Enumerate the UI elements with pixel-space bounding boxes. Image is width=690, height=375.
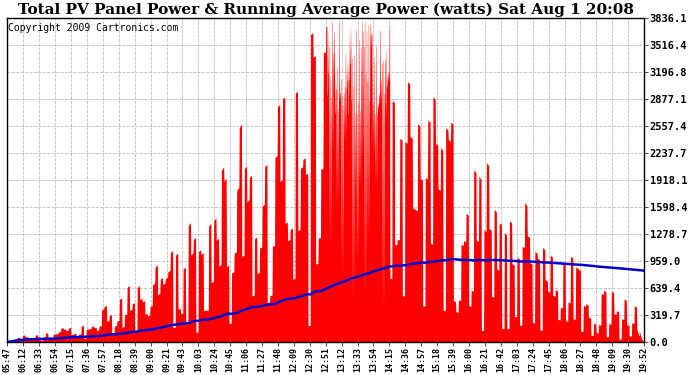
Title: Total PV Panel Power & Running Average Power (watts) Sat Aug 1 20:08: Total PV Panel Power & Running Average P… [18, 3, 633, 17]
Text: Copyright 2009 Cartronics.com: Copyright 2009 Cartronics.com [8, 23, 178, 33]
